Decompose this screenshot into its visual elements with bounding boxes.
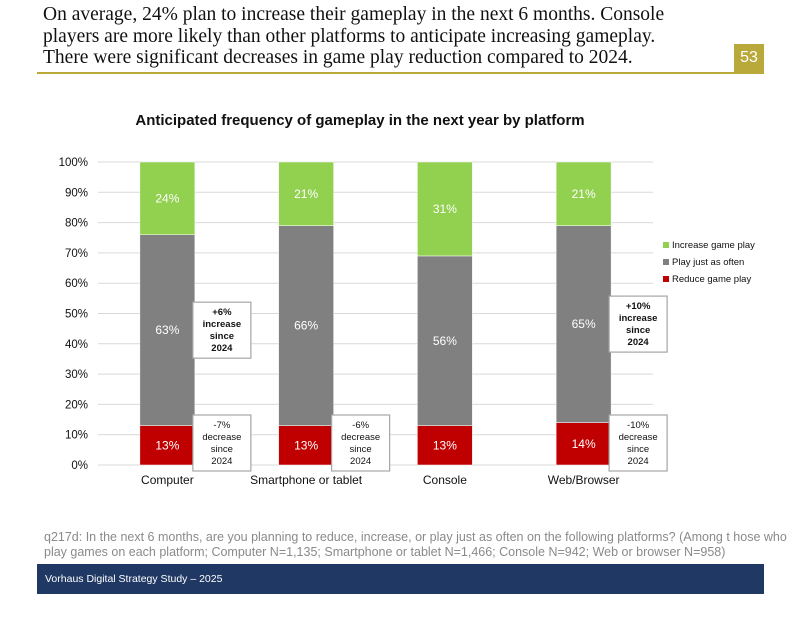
headline-line: On average, 24% plan to increase their g… [43,4,665,25]
legend-label: Play just as often [672,257,744,268]
bar-segment [278,225,334,426]
chart-title: Anticipated frequency of gameplay in the… [135,112,584,129]
y-tick-label: 60% [65,278,88,290]
bar-segment [555,161,612,226]
footer-text: Vorhaus Digital Strategy Study – 2025 [45,573,223,585]
bar-segment [417,425,473,466]
legend-label: Reduce game play [672,274,751,285]
data-label: 56% [433,334,457,348]
bar-segment [555,422,612,466]
legend-label: Increase game play [672,240,755,251]
y-tick-label: 0% [71,460,88,472]
bar-segment [139,161,196,235]
data-label: 65% [572,317,596,331]
data-label: 66% [294,319,318,333]
page-headline: On average, 24% plan to increase their g… [43,4,733,69]
annotation-text: decrease [341,432,380,443]
data-label: 13% [294,438,318,452]
annotation-text: since [626,325,650,336]
data-label: 21% [294,187,318,201]
annotation-box [331,414,391,472]
annotation-text: increase [203,319,242,330]
data-label: 13% [433,438,457,452]
x-tick-label: Console [423,473,467,487]
data-label: 31% [433,202,457,216]
y-tick-label: 100% [59,157,88,169]
y-tick-label: 50% [65,309,88,321]
annotation-text: since [350,444,372,455]
data-label: 21% [572,187,596,201]
annotation-box [608,295,668,353]
stacked-bar-chart: Anticipated frequency of gameplay in the… [59,112,756,487]
page-number: 53 [734,44,764,72]
headline-divider [37,72,764,74]
data-label: 13% [155,438,179,452]
data-label: 14% [572,437,596,451]
annotation-text: 2024 [350,456,371,467]
annotation-box [192,414,252,472]
y-tick-label: 90% [65,187,88,199]
bar-segment [417,161,473,257]
legend-swatch [663,276,669,282]
y-tick-label: 40% [65,339,88,351]
headline-line: There were significant decreases in game… [43,47,633,68]
legend-swatch [663,242,669,248]
bar-segment [417,255,473,426]
annotation-box [192,301,252,359]
footnote-line: play games on each platform; Computer N=… [44,545,726,559]
annotation-text: decrease [202,432,241,443]
annotation-text: decrease [619,432,658,443]
y-tick-label: 70% [65,248,88,260]
footnote-line: q217d: In the next 6 months, are you pla… [44,530,787,544]
annotation-text: +6% [212,307,232,318]
legend-swatch [663,259,669,265]
annotation-text: since [627,444,649,455]
annotation-text: 2024 [628,456,649,467]
data-label: 24% [155,191,179,205]
x-tick-label: Smartphone or tablet [250,473,363,487]
y-tick-label: 20% [65,399,88,411]
annotation-text: -6% [352,420,369,431]
y-tick-label: 10% [65,430,88,442]
annotation-text: 2024 [211,343,233,354]
x-tick-label: Web/Browser [548,473,620,487]
annotation-text: 2024 [211,456,232,467]
annotation-text: increase [619,313,658,324]
survey-footnote: q217d: In the next 6 months, are you pla… [44,530,787,560]
headline-line: players are more likely than other platf… [43,25,656,47]
annotation-text: +10% [626,301,651,312]
footer-bar: Vorhaus Digital Strategy Study – 2025 [37,564,764,594]
y-tick-label: 80% [65,218,88,230]
bar-segment [555,225,612,423]
annotation-text: -7% [213,420,230,431]
annotation-text: since [211,444,233,455]
data-label: 63% [155,323,179,337]
annotation-box [608,414,668,472]
x-tick-label: Computer [141,473,194,487]
annotation-text: since [210,331,234,342]
bar-segment [278,161,334,226]
annotation-text: 2024 [628,337,650,348]
y-tick-label: 30% [65,369,88,381]
annotation-text: -10% [627,420,650,431]
